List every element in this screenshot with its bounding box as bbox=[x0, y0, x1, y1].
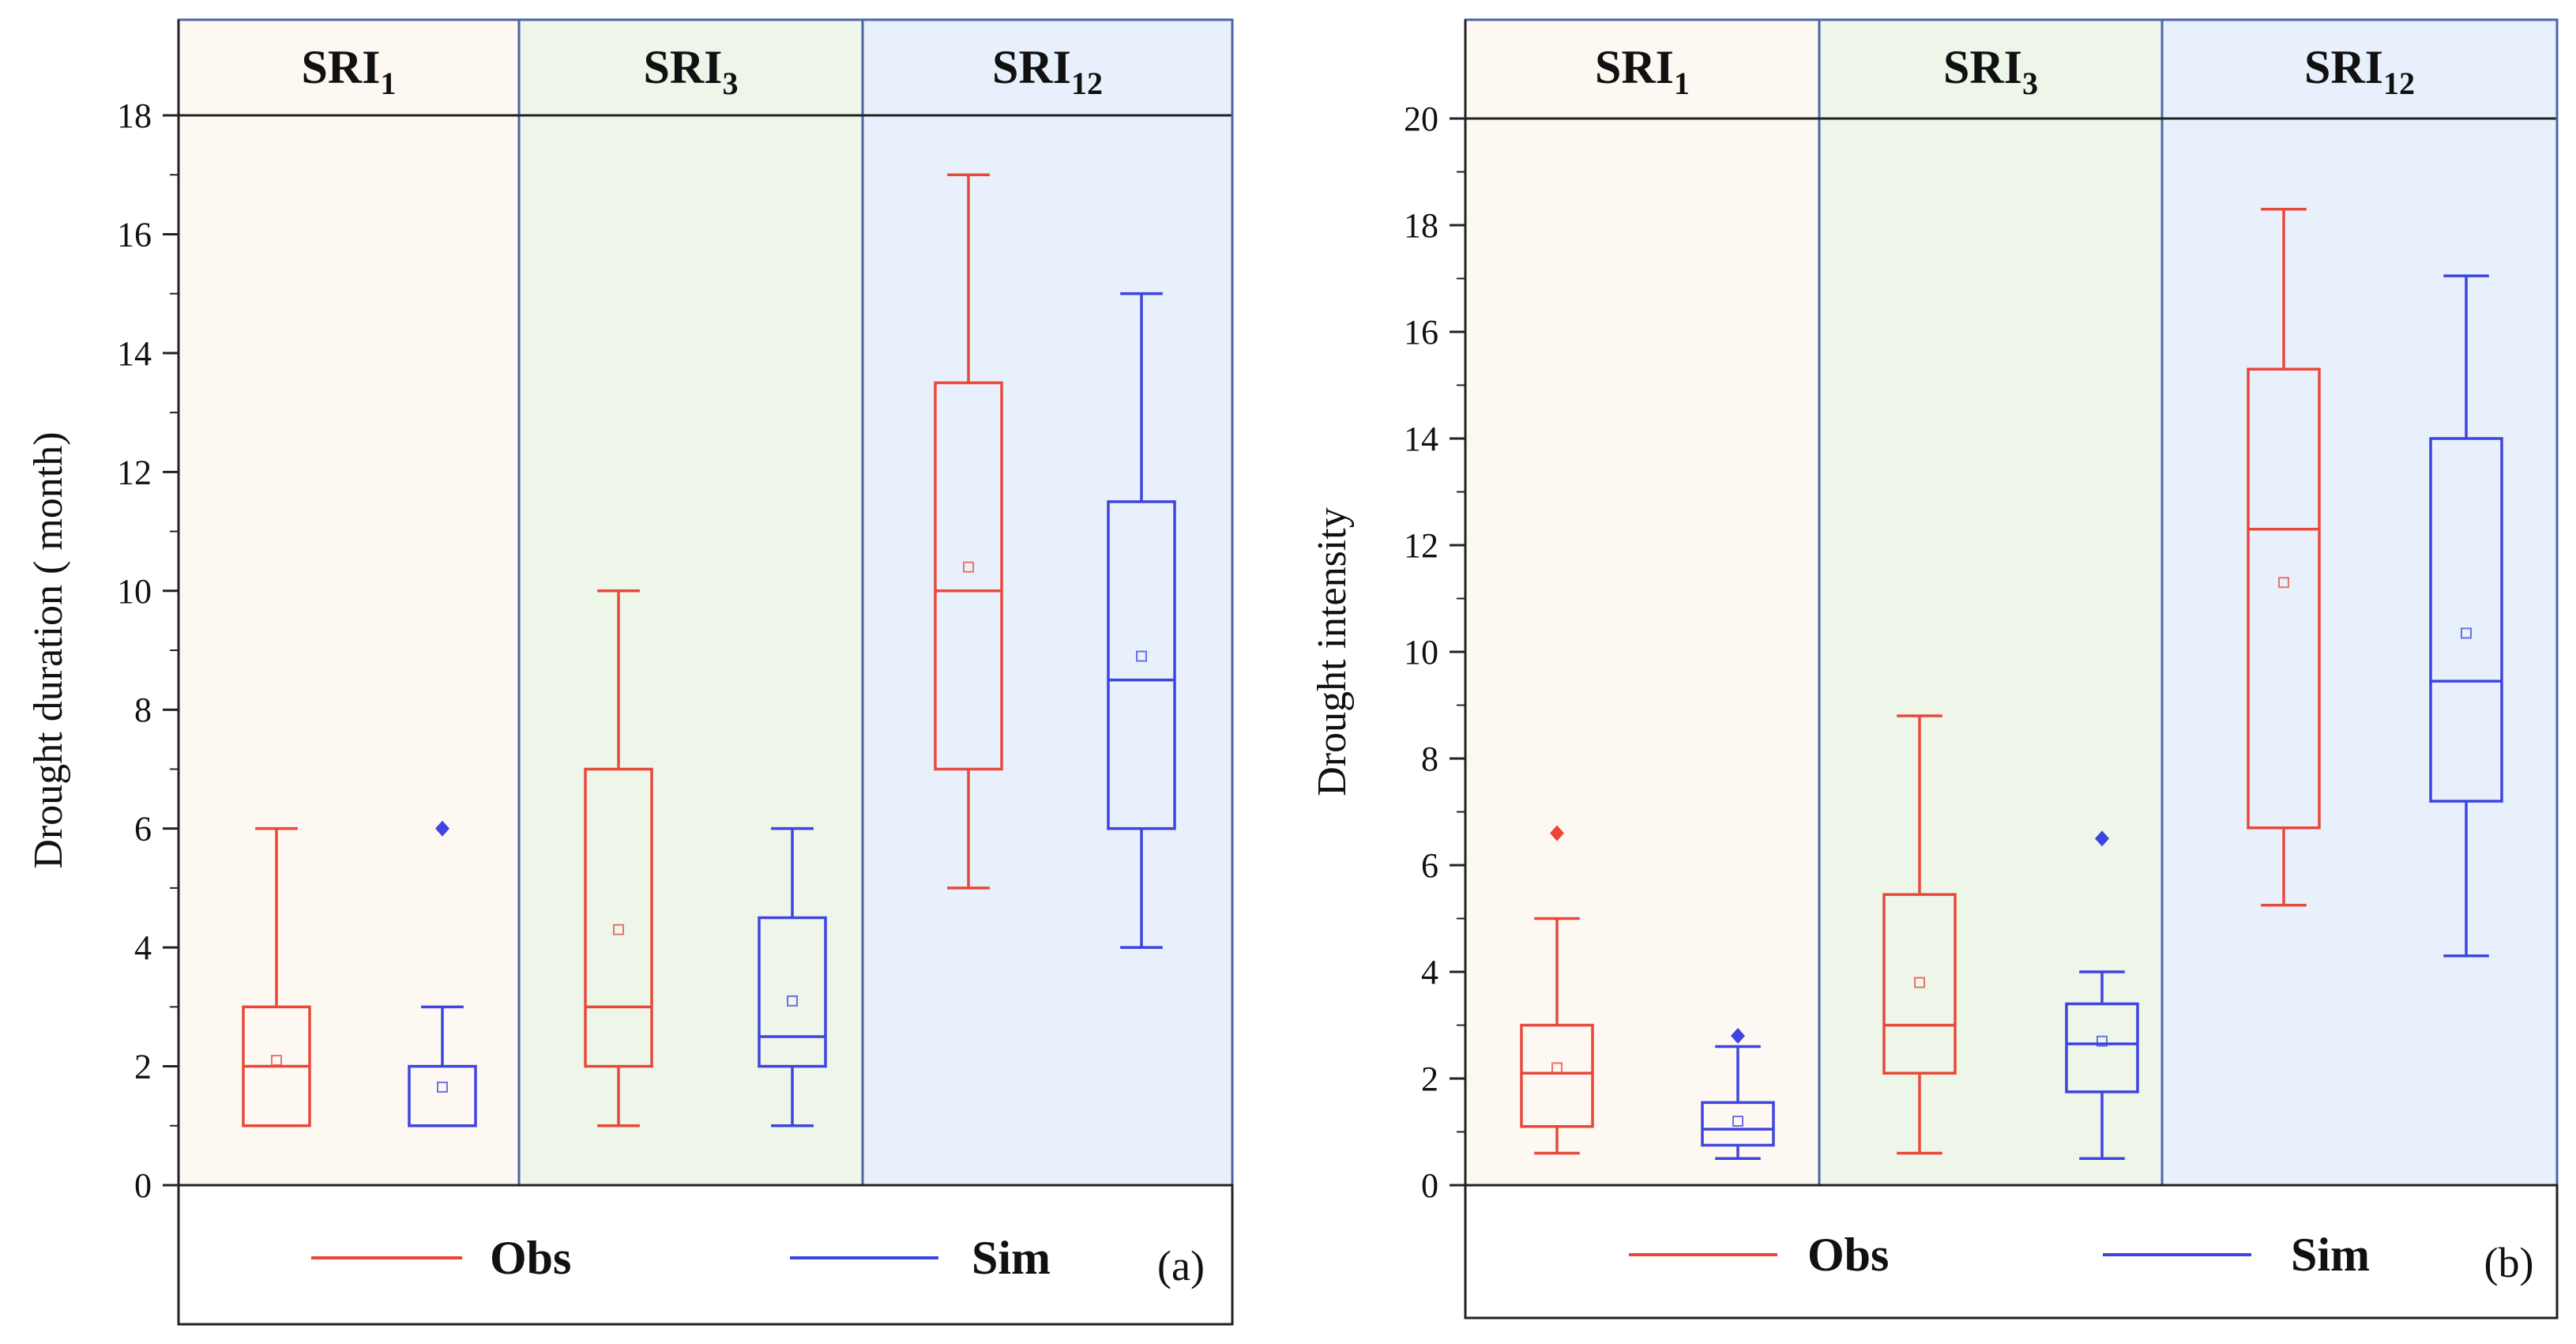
mean-marker bbox=[271, 1055, 282, 1067]
mean-marker bbox=[1551, 1062, 1563, 1074]
mean-marker bbox=[2097, 1035, 2108, 1047]
y-tick-label: 2 bbox=[1421, 1060, 1438, 1098]
box-iqr bbox=[2065, 1002, 2139, 1094]
y-tick-label: 18 bbox=[1404, 206, 1438, 245]
legend-label-obs: Obs bbox=[490, 1232, 571, 1284]
group-band-sri12 bbox=[2162, 20, 2557, 1185]
y-tick-label: 10 bbox=[117, 572, 152, 611]
box-sim-sri12 bbox=[2429, 274, 2503, 958]
box-iqr bbox=[584, 767, 653, 1068]
box-iqr bbox=[1701, 1101, 1775, 1147]
legend-frame bbox=[1464, 1184, 2559, 1320]
y-tick-label: 6 bbox=[1421, 846, 1438, 885]
box-obs-sri1 bbox=[242, 826, 311, 1128]
mean-marker bbox=[1136, 650, 1147, 662]
panel-a: SRI1 SRI3 SRI12 0 2 4 6 8 10 12 14 16 18 Drought dura… bbox=[26, 18, 1234, 1326]
group-band-sri3 bbox=[519, 20, 863, 1185]
y-tick-label: 0 bbox=[1421, 1166, 1438, 1205]
mean-marker bbox=[1732, 1116, 1743, 1127]
y-tick-label: 12 bbox=[1404, 526, 1438, 565]
mean-marker bbox=[1914, 977, 1925, 988]
y-tick-label: 8 bbox=[1421, 740, 1438, 778]
group-band-sri3 bbox=[1819, 20, 2162, 1185]
box-iqr bbox=[2429, 437, 2503, 803]
box-sim-sri1 bbox=[1701, 1028, 1775, 1160]
y-tick-label: 18 bbox=[117, 96, 152, 135]
mean-marker bbox=[613, 924, 624, 936]
mean-marker bbox=[787, 995, 798, 1007]
y-tick-label: 4 bbox=[1421, 953, 1438, 992]
box-sim-sri3 bbox=[758, 826, 827, 1128]
mean-marker bbox=[963, 561, 974, 573]
group-band-sri1 bbox=[179, 20, 519, 1185]
y-tick-label: 8 bbox=[134, 691, 152, 729]
box-iqr bbox=[2247, 367, 2321, 830]
y-tick-label: 20 bbox=[1404, 100, 1438, 138]
y-axis-title: Drought intensity bbox=[1310, 507, 1355, 796]
y-tick-label: 10 bbox=[1404, 633, 1438, 672]
y-axis-title: Drought duration ( month) bbox=[26, 431, 71, 868]
legend-label-sim: Sim bbox=[2291, 1229, 2370, 1281]
box-sim-sri3 bbox=[2065, 830, 2139, 1160]
box-iqr bbox=[1107, 500, 1176, 830]
legend-label-sim: Sim bbox=[972, 1232, 1051, 1284]
group-label-sri1: SRI1 bbox=[1595, 41, 1690, 101]
mean-marker bbox=[437, 1081, 448, 1093]
group-band-sri1 bbox=[1465, 20, 1819, 1185]
group-label-sri12: SRI12 bbox=[2304, 41, 2415, 101]
y-tick-label: 12 bbox=[117, 453, 152, 491]
legend-label-obs: Obs bbox=[1807, 1229, 1889, 1281]
outlier-point bbox=[435, 820, 449, 837]
group-label-sri12: SRI12 bbox=[992, 41, 1103, 101]
group-band-sri12 bbox=[863, 20, 1232, 1185]
outlier-point bbox=[2095, 830, 2109, 847]
group-label-sri3: SRI3 bbox=[643, 41, 738, 101]
outlier-point bbox=[1731, 1028, 1745, 1044]
box-iqr bbox=[1882, 893, 1957, 1075]
box-obs-sri3 bbox=[1882, 714, 1957, 1155]
box-sim-sri1 bbox=[408, 820, 477, 1128]
panel-tag: (b) bbox=[2484, 1239, 2534, 1286]
y-tick-label: 2 bbox=[134, 1048, 152, 1086]
box-obs-sri1 bbox=[1520, 825, 1594, 1155]
y-tick-label: 6 bbox=[134, 810, 152, 849]
group-label-sri3: SRI3 bbox=[1943, 41, 2038, 101]
box-obs-sri12 bbox=[2247, 208, 2321, 907]
mean-marker bbox=[2278, 577, 2289, 589]
box-iqr bbox=[1520, 1023, 1594, 1128]
box-obs-sri12 bbox=[934, 173, 1003, 890]
y-tick-label: 14 bbox=[1404, 420, 1438, 458]
legend: Obs Sim (a) bbox=[177, 1184, 1234, 1326]
box-obs-sri3 bbox=[584, 589, 653, 1128]
box-iqr bbox=[758, 916, 827, 1068]
y-tick-label: 16 bbox=[117, 215, 152, 254]
legend: Obs Sim (b) bbox=[1464, 1184, 2559, 1320]
panel-b: SRI1 SRI3 SRI12 0 2 4 6 8 10 12 14 16 18 20 Drought in… bbox=[1310, 18, 2559, 1320]
outlier-point bbox=[1550, 825, 1564, 841]
mean-marker bbox=[2461, 627, 2472, 639]
y-tick-label: 14 bbox=[117, 334, 152, 373]
box-iqr bbox=[934, 381, 1003, 771]
panel-tag: (a) bbox=[1157, 1242, 1205, 1289]
y-tick-label: 0 bbox=[134, 1166, 152, 1205]
y-tick-label: 16 bbox=[1404, 313, 1438, 352]
group-label-sri1: SRI1 bbox=[301, 41, 396, 101]
box-sim-sri12 bbox=[1107, 292, 1176, 949]
y-tick-label: 4 bbox=[134, 928, 152, 967]
legend-frame bbox=[177, 1184, 1234, 1326]
